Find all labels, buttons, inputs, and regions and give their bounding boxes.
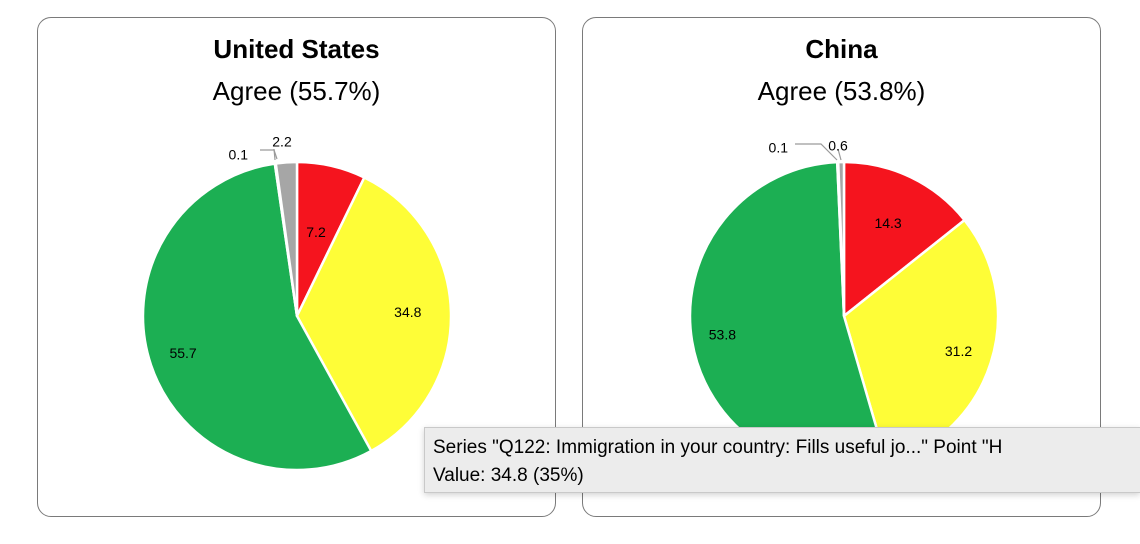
data-label-2: 34.8	[394, 304, 421, 320]
pie-slice-5[interactable]	[836, 160, 846, 318]
leader-line-5	[273, 148, 276, 161]
data-label-5: 2.2	[272, 134, 292, 150]
chart-subtitle: Agree (53.8%)	[757, 76, 926, 106]
data-label-5: 0.6	[828, 138, 848, 154]
leader-line-5	[837, 148, 842, 161]
leader-line-4	[795, 143, 838, 161]
tooltip-series-line: Series "Q122: Immigration in your countr…	[433, 437, 1003, 458]
chart-title: United States	[213, 34, 380, 64]
data-point-tooltip: Series "Q122: Immigration in your countr…	[424, 427, 1140, 493]
data-label-1: 14.3	[874, 215, 901, 231]
chart-title: China	[805, 34, 878, 64]
data-label-1: 7.2	[306, 224, 326, 240]
pie-chart-united-states[interactable]: 7.2 34.8 55.7 0.1 2.2	[38, 18, 557, 518]
chart-panel-united-states[interactable]: 7.2 34.8 55.7 0.1 2.2 United States Agree (5…	[37, 17, 556, 517]
pie-slice-1[interactable]	[842, 160, 966, 318]
data-label-4: 0.1	[229, 147, 249, 163]
tooltip-value-line: Value: 34.8 (35%)	[433, 465, 584, 486]
pie-slice-3[interactable]	[141, 162, 373, 472]
pie-slice-5[interactable]	[274, 160, 299, 318]
chart-subtitle: Agree (55.7%)	[212, 76, 381, 106]
pie-slice-2[interactable]	[295, 176, 453, 453]
data-label-2: 31.2	[945, 343, 972, 359]
data-label-4: 0.1	[769, 140, 789, 156]
data-label-3: 55.7	[169, 345, 196, 361]
data-label-3: 53.8	[709, 327, 736, 343]
pie-chart-china[interactable]: 14.3 31.2 53.8 0.1 0.6	[583, 18, 1102, 518]
